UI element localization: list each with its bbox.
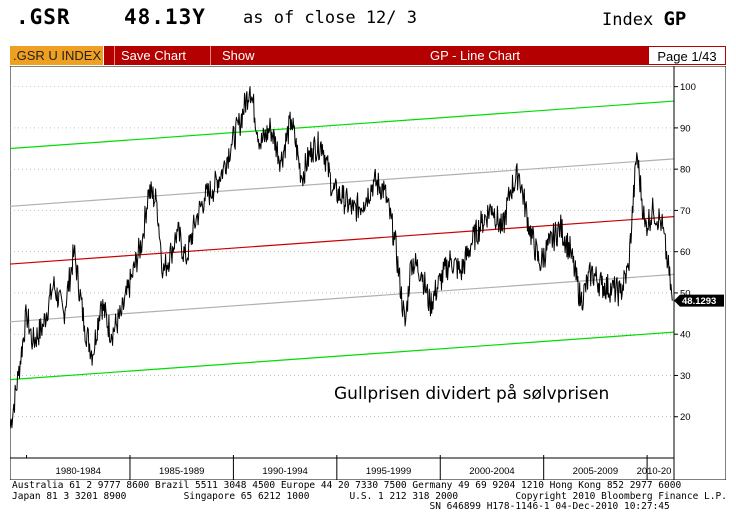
series-line-gold-silver-ratio xyxy=(9,86,673,430)
footer-line-1: Australia 61 2 9777 8600 Brazil 5511 304… xyxy=(12,480,682,491)
trend-line xyxy=(9,158,675,207)
x-tick-label: 1995-1999 xyxy=(366,466,411,477)
toolbar: .GSR U INDEX Save Chart Show GP - Line C… xyxy=(10,46,726,65)
footer-line-3: SN 646899 H178-1146-1 04-Dec-2010 10:27:… xyxy=(12,501,670,512)
chart-area: 20 30 40 50 60 70 80 90 100 1980-1984 1985-1989 19… xyxy=(9,65,727,481)
y-tick-label: 30 xyxy=(680,371,691,382)
footer: Australia 61 2 9777 8600 Brazil 5511 304… xyxy=(12,480,727,513)
security-field[interactable]: .GSR U INDEX xyxy=(10,46,104,65)
x-tick-label: 1985-1989 xyxy=(159,466,204,477)
ticker: .GSR xyxy=(16,5,71,29)
page-indicator[interactable]: Page 1/43 xyxy=(648,46,726,65)
index-label-text: Index xyxy=(602,10,654,30)
y-tick-label: 40 xyxy=(680,330,691,341)
series xyxy=(9,86,673,430)
grid-lines xyxy=(10,86,674,418)
y-tick-label: 70 xyxy=(680,206,691,217)
header: .GSR 48.13Y as of close 12/ 3 Index GP xyxy=(0,0,736,42)
y-axis: 20 30 40 50 60 70 80 90 100 xyxy=(673,66,696,480)
as-of-date: as of close 12/ 3 xyxy=(243,8,417,28)
x-tick-label: 1990-1994 xyxy=(262,466,307,477)
trend-line xyxy=(9,331,675,381)
save-chart-button[interactable]: Save Chart xyxy=(114,46,200,65)
chart-frame xyxy=(9,65,727,481)
y-tick-label: 90 xyxy=(680,123,691,134)
x-tick-label: 2000-2004 xyxy=(469,466,514,477)
x-tick-label: 2005-2009 xyxy=(573,466,618,477)
y-tick-label: 80 xyxy=(680,165,691,176)
chart-annotation: Gullprisen dividert på sølvprisen xyxy=(334,383,609,404)
last-value-box xyxy=(674,294,724,307)
y-tick-label: 60 xyxy=(680,247,691,258)
chart-title-bar: GP - Line Chart xyxy=(429,48,521,63)
x-tick-label: 2010-20 xyxy=(637,466,672,477)
trend-lines xyxy=(9,100,675,381)
last-value-label: 48.1293 xyxy=(682,296,716,307)
y-tick-label: 100 xyxy=(680,82,696,93)
trend-line xyxy=(9,100,675,150)
index-label: Index GP xyxy=(602,8,686,30)
y-tick-label: 50 xyxy=(680,288,691,299)
x-tick-label: 1980-1984 xyxy=(56,466,101,477)
footer-line-2: Japan 81 3 3201 8900 Singapore 65 6212 1… xyxy=(12,490,727,502)
x-axis: 1980-1984 1985-1989 1990-1994 1995-1999 2000… xyxy=(10,455,674,480)
last-value-marker: 48.1293 xyxy=(674,294,724,307)
trend-line xyxy=(9,216,675,265)
index-code: GP xyxy=(663,8,687,30)
y-tick-label: 20 xyxy=(680,412,691,423)
last-price: 48.13Y xyxy=(124,5,206,29)
show-button[interactable]: Show xyxy=(210,46,270,65)
